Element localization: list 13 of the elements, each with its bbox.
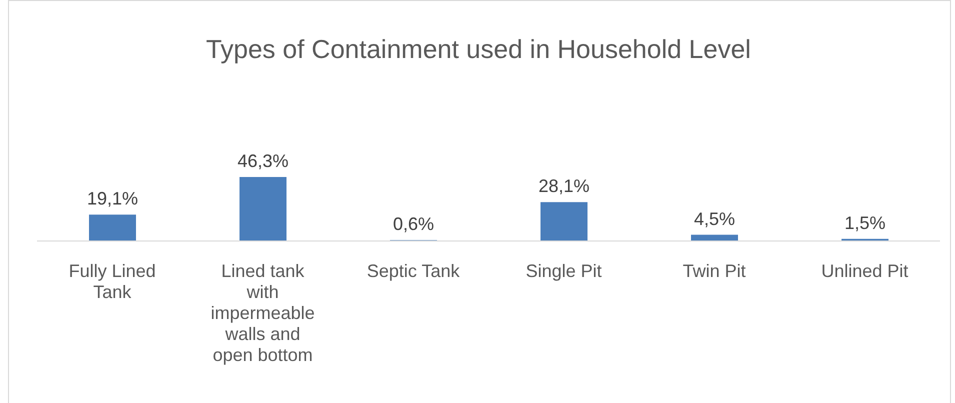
data-label: 1,5% [844, 212, 886, 233]
data-label: 28,1% [538, 176, 590, 196]
chart-title: Types of Containment used in Household Level [205, 34, 752, 65]
x-tick-label: Septic Tank [366, 261, 461, 281]
data-label: 0,6% [392, 214, 434, 234]
x-tick-label: Fully Lined Tank [68, 261, 156, 302]
x-tick-label: Unlined Pit [821, 261, 908, 281]
data-label: 46,3% [237, 151, 289, 171]
x-tick-label: Twin Pit [682, 261, 746, 281]
data-label: 4,5% [694, 208, 736, 229]
x-tick-label: Single Pit [526, 261, 602, 281]
x-tick-label: Lined tank with impermeable walls and open bottom [210, 261, 315, 365]
data-label: 19,1% [86, 188, 138, 209]
